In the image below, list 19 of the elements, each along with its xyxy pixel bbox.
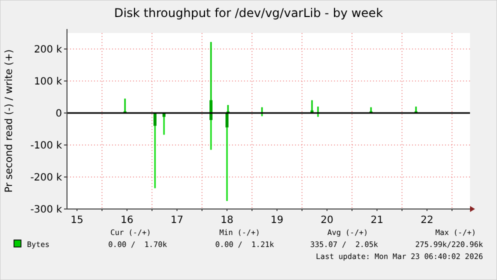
y-tick-label: -100 k: [30, 140, 62, 152]
x-tick-label: 20: [320, 215, 334, 226]
x-tick-label: 15: [70, 215, 84, 226]
bar: [154, 113, 156, 126]
bar: [226, 113, 228, 128]
y-tick-label: -200 k: [30, 172, 62, 184]
y-tick-label: -300 k: [30, 204, 62, 216]
y-tick-label: 200 k: [34, 44, 62, 56]
x-tick-label: 18: [220, 215, 234, 226]
chart-title: Disk throughput for /dev/vg/varLib - by week: [114, 6, 383, 20]
x-tick-label: 22: [420, 215, 434, 226]
y-tick-label: 0: [56, 108, 62, 120]
x-tick-label: 19: [270, 215, 284, 226]
y-tick-label: 100 k: [34, 76, 62, 88]
x-tick-label: 16: [120, 215, 134, 226]
bar: [210, 100, 212, 113]
x-tick-label: 17: [170, 215, 184, 226]
y-axis-title: Pr second read (-) / write (+): [4, 49, 15, 193]
x-tick-label: 21: [370, 215, 384, 226]
